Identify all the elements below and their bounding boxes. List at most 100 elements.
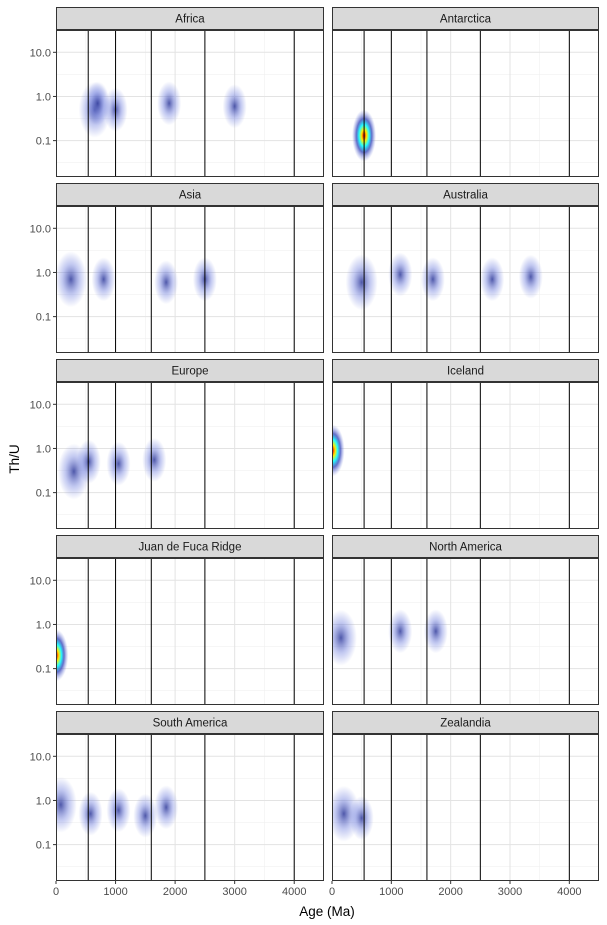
facet-strip [332,183,599,206]
panel-border [56,734,324,881]
y-tick-label: 0.1 [36,136,51,148]
facet-europe: Europe [56,359,324,529]
x-tick-label: 4000 [282,886,306,898]
density-points [56,776,179,838]
reference-lines [87,558,295,705]
density-point [222,84,247,129]
panel-border [56,30,324,177]
panel-border [332,382,599,529]
density-points [332,424,345,477]
density-points [332,785,374,842]
density-point [56,251,87,308]
reference-lines [363,30,570,177]
density-point [78,791,103,836]
y-tick-label: 1.0 [36,91,51,103]
density-point [154,260,179,305]
facet-strip [56,359,324,382]
facet-title: Europe [171,366,208,378]
density-point [157,81,182,126]
y-tick-label: 1.0 [36,443,51,455]
panel-border [56,558,324,705]
facet-zealandia: Zealandia [332,711,599,881]
y-tick-label: 10.0 [30,751,51,763]
facet-iceland: Iceland [332,359,599,529]
facet-title: Antarctica [440,14,492,26]
y-tick-label: 10.0 [30,223,51,235]
density-point [56,629,69,682]
y-tick-label: 1.0 [36,795,51,807]
x-tick-label: 3000 [498,886,522,898]
y-tick-label: 1.0 [36,267,51,279]
y-tick-label: 10.0 [30,47,51,59]
x-tick-label: 1000 [103,886,127,898]
density-point [345,254,378,311]
density-point [518,254,543,299]
x-tick-label: 4000 [557,886,581,898]
reference-lines [363,382,570,529]
y-tick-label: 10.0 [30,575,51,587]
y-tick-label: 0.1 [36,664,51,676]
facet-title: Zealandia [440,718,491,730]
facet-title: Asia [179,190,202,202]
facet-strip [56,535,324,558]
y-axis-title: Th/U [7,444,22,473]
density-points [332,609,448,666]
panel-background [56,382,324,529]
x-axis-title: Age (Ma) [299,904,355,919]
density-point [332,609,357,666]
facet-juan-de-fuca-ridge: Juan de Fuca Ridge [56,535,324,705]
facet-north-america: North America [332,535,599,705]
x-tick-label: 0 [329,886,335,898]
facet-strip [332,359,599,382]
x-tick-label: 1000 [379,886,403,898]
x-tick-label: 2000 [163,886,187,898]
x-tick-label: 2000 [438,886,462,898]
facet-south-america: South America [56,711,324,881]
facet-strip [56,7,324,30]
facet-title: Australia [443,190,488,202]
panel-border [332,206,599,353]
facet-africa: Africa [56,7,324,177]
facet-title: Africa [175,14,205,26]
panel-border [332,734,599,881]
density-points [57,437,167,500]
density-point [420,257,445,302]
panel-border [56,382,324,529]
facet-title: Iceland [447,366,484,378]
reference-lines [87,30,295,177]
panel-border [332,30,599,177]
reference-lines [87,734,295,881]
panel-background [332,558,599,705]
panel-border [332,558,599,705]
panel-background [332,30,599,177]
density-point [154,785,179,830]
facet-strip [332,711,599,734]
reference-lines [363,558,570,705]
y-tick-label: 1.0 [36,619,51,631]
density-points [56,629,69,682]
facet-strip [56,711,324,734]
density-point [56,776,77,833]
facet-strip [56,183,324,206]
facet-title: North America [429,542,502,554]
x-tick-label: 3000 [222,886,246,898]
facet-antarctica: Antarctica [332,7,599,177]
y-tick-label: 0.1 [36,840,51,852]
facet-strip [332,7,599,30]
density-point [76,439,101,484]
density-point [106,788,131,833]
x-tick-label: 0 [53,886,59,898]
density-point [332,424,345,477]
panel-background [56,558,324,705]
y-tick-label: 0.1 [36,312,51,324]
panel-border [56,206,324,353]
panel-background [332,734,599,881]
y-tick-label: 0.1 [36,488,51,500]
density-point [85,81,110,126]
facet-australia: Australia [332,183,599,353]
panel-background [332,382,599,529]
y-tick-label: 10.0 [30,399,51,411]
density-point [388,609,413,654]
density-point [133,793,158,838]
density-point [142,437,167,482]
